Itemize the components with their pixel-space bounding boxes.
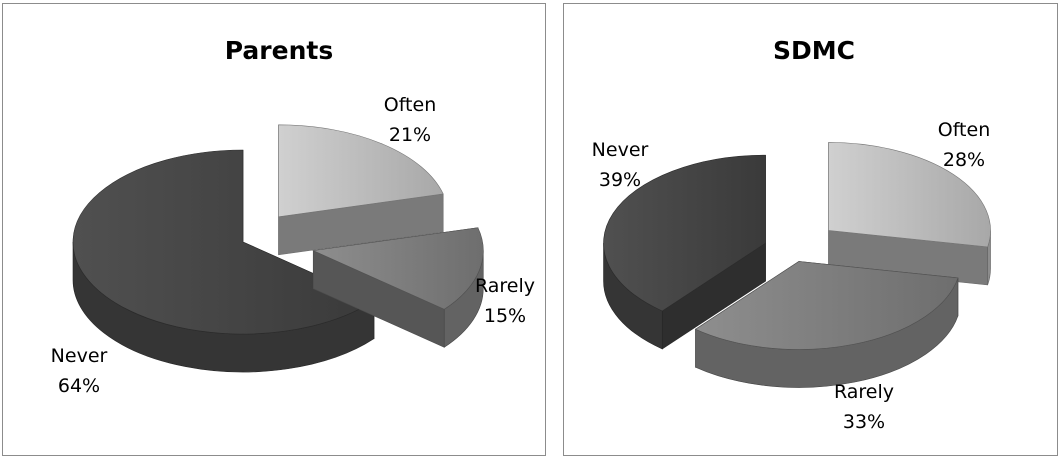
slice-label-value: 33% xyxy=(843,411,885,433)
slice-label-never: Never 64% xyxy=(51,345,108,397)
slice-label-name: Often xyxy=(938,119,991,141)
slice-label-name: Never xyxy=(51,345,108,367)
slice-label-value: 64% xyxy=(58,375,100,397)
sdmc-chart-panel: SDMC Often 28% Rarely 33% Never 39% xyxy=(563,3,1058,456)
slice-label-value: 39% xyxy=(599,169,641,191)
slice-label-never: Never 39% xyxy=(592,139,649,191)
slice-label-often: Often 28% xyxy=(938,119,991,171)
slice-label-value: 21% xyxy=(389,124,431,146)
chart-title: SDMC xyxy=(773,36,855,65)
sdmc-pie-chart: SDMC Often 28% Rarely 33% Never 39% xyxy=(592,36,991,433)
slice-label-name: Rarely xyxy=(834,381,894,403)
pie-slice-never xyxy=(72,149,375,373)
slice-label-value: 15% xyxy=(484,305,526,327)
slice-label-name: Never xyxy=(592,139,649,161)
slice-label-name: Often xyxy=(384,94,437,116)
slice-label-rarely: Rarely 15% xyxy=(475,275,535,327)
parents-chart-panel: Parents Often 21% Rarely 15% Never 64% xyxy=(2,3,546,456)
slice-label-value: 28% xyxy=(943,149,985,171)
pie-slice-often xyxy=(278,124,444,256)
pie-slice-rarely xyxy=(694,260,959,388)
chart-title: Parents xyxy=(225,36,333,65)
pie-slice-never xyxy=(603,154,766,350)
pie-slice-rarely xyxy=(312,227,484,348)
slice-label-often: Often 21% xyxy=(384,94,437,146)
slice-label-name: Rarely xyxy=(475,275,535,297)
slice-label-rarely: Rarely 33% xyxy=(834,381,894,433)
parents-pie-chart: Parents Often 21% Rarely 15% Never 64% xyxy=(51,36,535,397)
